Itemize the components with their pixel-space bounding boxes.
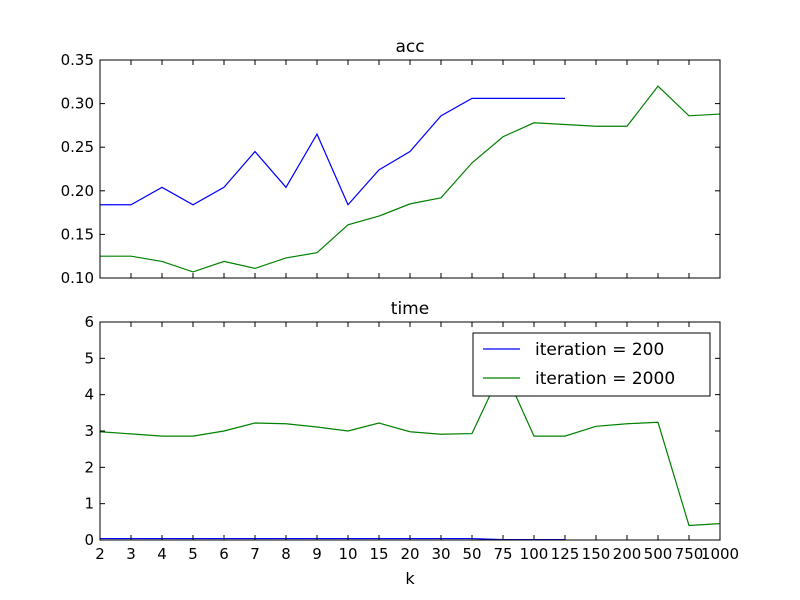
x-tick-label: 125 [551, 545, 580, 563]
x-tick-label: 6 [219, 545, 229, 563]
time-y-tick-label: 2 [84, 458, 94, 476]
x-tick-label: 750 [675, 545, 704, 563]
time-y-tick-label: 4 [84, 386, 94, 404]
legend-label-iteration-200: iteration = 200 [535, 340, 664, 360]
time-axes-frame [99, 321, 721, 541]
x-tick-label: 7 [250, 545, 260, 563]
time-y-tick-label: 1 [84, 495, 94, 513]
acc-y-tick-label: 0.15 [61, 225, 94, 243]
x-tick-label: 50 [462, 545, 481, 563]
x-tick-label: 15 [369, 545, 388, 563]
x-tick-label: 1000 [701, 545, 739, 563]
acc-y-tick-label: 0.25 [61, 138, 94, 156]
x-axis-label: k [405, 569, 415, 588]
x-tick-label: 5 [188, 545, 198, 563]
acc-y-tick-label: 0.30 [61, 95, 94, 113]
acc-y-tick-label: 0.20 [61, 182, 94, 200]
time-y-tick-label: 0 [84, 531, 94, 549]
x-tick-label: 4 [157, 545, 167, 563]
x-tick-label: 20 [400, 545, 419, 563]
time-series-line-iteration-200 [100, 537, 565, 541]
legend-label-iteration-2000: iteration = 2000 [535, 369, 675, 389]
time-series-group [99, 365, 721, 541]
time-series-line-iteration-2000 [99, 365, 721, 527]
time-subplot: time 2 3 4 5 6 7 8 9 10 15 20 30 50 75 100 125 150 200 500… [84, 299, 739, 588]
x-tick-label: 75 [493, 545, 512, 563]
x-tick-label: 150 [582, 545, 611, 563]
x-tick-label: 3 [126, 545, 136, 563]
acc-y-tick-label: 0.35 [61, 51, 94, 69]
acc-y-tick-label: 0.10 [61, 269, 94, 287]
x-tick-label: 2 [95, 545, 105, 563]
time-y-tick-label: 3 [84, 422, 94, 440]
acc-series-line-iteration-200 [100, 97, 565, 206]
x-tick-label: 9 [312, 545, 322, 563]
legend: iteration = 200 iteration = 2000 [472, 332, 711, 397]
x-tick-label: 100 [520, 545, 549, 563]
x-tick-label: 8 [281, 545, 291, 563]
legend-box [472, 332, 711, 397]
time-title: time [391, 299, 429, 319]
acc-axes-frame [99, 59, 721, 279]
acc-ticks-group: 0.10 0.15 0.20 0.25 0.30 0.35 [61, 51, 721, 287]
acc-subplot: acc 0.10 0.15 0.20 0.25 0.30 0.35 [61, 37, 721, 287]
x-tick-label: 30 [431, 545, 450, 563]
acc-title: acc [395, 37, 424, 57]
acc-series-group [100, 85, 721, 273]
time-y-tick-label: 5 [84, 349, 94, 367]
acc-series-line-iteration-2000 [100, 85, 721, 273]
x-tick-label: 200 [613, 545, 642, 563]
time-y-tick-label: 6 [84, 313, 94, 331]
x-tick-label: 500 [644, 545, 673, 563]
x-tick-label: 10 [338, 545, 357, 563]
